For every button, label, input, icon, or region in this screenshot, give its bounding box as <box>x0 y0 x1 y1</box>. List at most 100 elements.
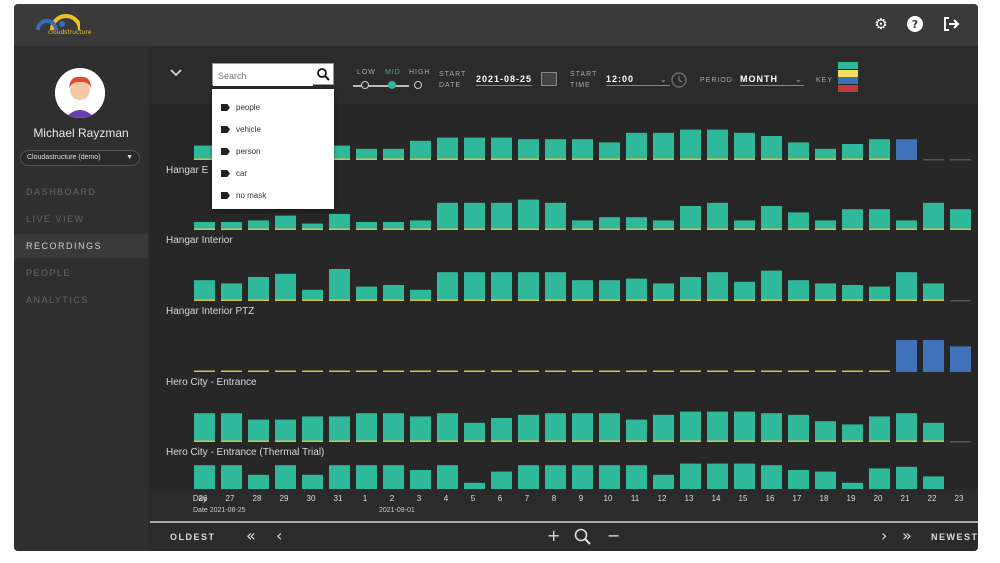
activity-bar[interactable] <box>761 206 782 230</box>
activity-bar[interactable] <box>572 465 593 489</box>
suggestion-item[interactable]: vehicle <box>212 119 334 141</box>
activity-bar[interactable] <box>842 209 863 230</box>
activity-bar[interactable] <box>896 139 917 160</box>
activity-bar[interactable] <box>491 137 512 160</box>
activity-bar[interactable] <box>653 132 674 160</box>
activity-bar[interactable] <box>869 468 890 489</box>
suggestion-item[interactable]: car <box>212 163 334 185</box>
activity-bar[interactable] <box>653 474 674 489</box>
activity-bar[interactable] <box>437 465 458 489</box>
activity-bar[interactable] <box>383 148 404 160</box>
activity-bar[interactable] <box>680 129 701 160</box>
activity-bar[interactable] <box>626 465 647 489</box>
activity-bar[interactable] <box>491 202 512 230</box>
activity-bar[interactable] <box>383 465 404 489</box>
activity-bar[interactable] <box>869 139 890 160</box>
slider-stop-low[interactable] <box>361 81 369 89</box>
activity-bar[interactable] <box>518 465 539 489</box>
activity-bar[interactable] <box>896 466 917 489</box>
activity-bar[interactable] <box>626 419 647 442</box>
activity-bar[interactable] <box>734 370 755 373</box>
activity-bar[interactable] <box>761 465 782 489</box>
activity-bar[interactable] <box>788 280 809 301</box>
activity-bar[interactable] <box>518 414 539 442</box>
activity-bar[interactable] <box>680 463 701 489</box>
camera-label[interactable]: Hero City - Entrance (Thermal Trial) <box>166 447 325 458</box>
activity-bar[interactable] <box>653 283 674 301</box>
activity-bar[interactable] <box>518 272 539 301</box>
activity-bar[interactable] <box>464 422 485 442</box>
activity-bar[interactable] <box>572 413 593 442</box>
activity-bar[interactable] <box>761 413 782 442</box>
sensitivity-slider[interactable] <box>353 85 409 87</box>
activity-bar[interactable] <box>545 139 566 160</box>
activity-bar[interactable] <box>356 222 377 230</box>
suggestion-item[interactable]: people <box>212 97 334 119</box>
period-select[interactable]: MONTH <box>740 74 804 86</box>
search-input[interactable] <box>213 66 313 86</box>
activity-bar[interactable] <box>815 421 836 442</box>
activity-bar[interactable] <box>707 411 728 442</box>
activity-bar[interactable] <box>815 148 836 160</box>
activity-bar[interactable] <box>221 222 242 230</box>
activity-bar[interactable] <box>545 272 566 301</box>
activity-bar[interactable] <box>383 370 404 373</box>
activity-bar[interactable] <box>356 465 377 489</box>
activity-bar[interactable] <box>302 370 323 373</box>
activity-bar[interactable] <box>950 209 971 230</box>
activity-bar[interactable] <box>923 340 944 372</box>
chevron-down-icon[interactable]: ⌄ <box>795 75 802 84</box>
activity-bar[interactable] <box>356 370 377 373</box>
activity-bar[interactable] <box>491 471 512 489</box>
activity-bar[interactable] <box>842 144 863 160</box>
activity-bar[interactable] <box>653 414 674 442</box>
activity-bar[interactable] <box>869 286 890 301</box>
activity-bar[interactable] <box>383 285 404 301</box>
activity-bar[interactable] <box>842 482 863 489</box>
activity-bar[interactable] <box>572 139 593 160</box>
activity-bar[interactable] <box>680 370 701 373</box>
calendar-icon[interactable] <box>541 72 557 86</box>
activity-bar[interactable] <box>761 270 782 301</box>
activity-bar[interactable] <box>896 220 917 230</box>
activity-bar[interactable] <box>734 463 755 489</box>
activity-bar[interactable] <box>680 411 701 442</box>
activity-bar[interactable] <box>707 370 728 373</box>
activity-bar[interactable] <box>896 340 917 372</box>
activity-bar[interactable] <box>464 137 485 160</box>
activity-bar[interactable] <box>788 414 809 442</box>
activity-bar[interactable] <box>464 202 485 230</box>
activity-bar[interactable] <box>815 471 836 489</box>
activity-bar[interactable] <box>410 220 431 230</box>
start-date-field[interactable]: 2021-08-25 <box>476 74 533 86</box>
activity-bar[interactable] <box>329 214 350 230</box>
activity-bar[interactable] <box>842 285 863 301</box>
activity-bar[interactable] <box>572 280 593 301</box>
org-select[interactable]: Cloudastructure (demo) ▼ <box>20 150 140 166</box>
zoom-out-icon[interactable]: − <box>607 526 621 545</box>
activity-bar[interactable] <box>194 465 215 489</box>
suggestion-item[interactable]: no mask <box>212 185 334 207</box>
start-time-field[interactable]: 12:00 <box>606 74 670 86</box>
activity-bar[interactable] <box>518 139 539 160</box>
camera-label[interactable]: Hangar E <box>166 165 209 176</box>
collapse-chevron-icon[interactable] <box>170 66 182 80</box>
activity-bar[interactable] <box>410 289 431 301</box>
activity-bar[interactable] <box>545 370 566 373</box>
activity-bar[interactable] <box>545 465 566 489</box>
activity-bar[interactable] <box>194 145 215 160</box>
logout-icon[interactable] <box>942 15 960 33</box>
gear-icon[interactable]: ⚙ <box>874 15 888 33</box>
activity-bar[interactable] <box>275 273 296 301</box>
activity-bar[interactable] <box>950 346 971 372</box>
activity-bar[interactable] <box>626 370 647 373</box>
activity-bar[interactable] <box>599 413 620 442</box>
chevron-down-icon[interactable]: ⌄ <box>660 75 667 84</box>
activity-bar[interactable] <box>302 223 323 230</box>
slider-handle[interactable] <box>388 81 396 89</box>
activity-bar[interactable] <box>248 419 269 442</box>
activity-bar[interactable] <box>275 465 296 489</box>
activity-bar[interactable] <box>221 465 242 489</box>
activity-bar[interactable] <box>464 370 485 373</box>
activity-bar[interactable] <box>437 413 458 442</box>
